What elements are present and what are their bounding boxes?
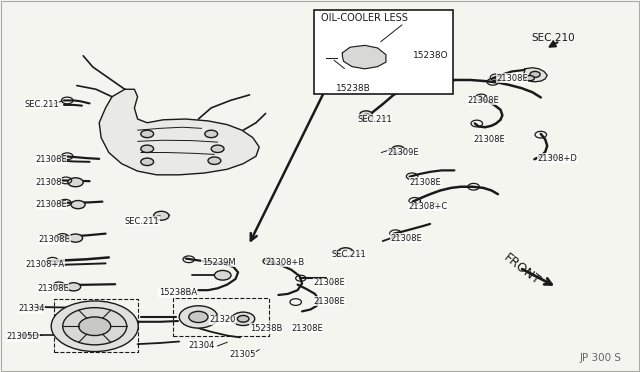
Polygon shape [524, 68, 547, 82]
Text: 21308E: 21308E [291, 324, 323, 333]
Circle shape [208, 157, 221, 164]
Text: 21308+D: 21308+D [538, 154, 577, 163]
Text: 15238O: 15238O [413, 51, 449, 60]
Circle shape [525, 76, 534, 81]
Circle shape [530, 71, 540, 77]
Text: SEC.211: SEC.211 [24, 100, 59, 109]
Text: 21308E: 21308E [35, 155, 67, 164]
Text: 21308E: 21308E [496, 74, 528, 83]
Circle shape [71, 201, 85, 209]
Text: 21308E: 21308E [314, 297, 346, 306]
Circle shape [63, 308, 127, 345]
Text: 21308E: 21308E [314, 278, 346, 287]
Text: JP 300 S: JP 300 S [579, 353, 621, 363]
Circle shape [141, 145, 154, 153]
Text: 21309E: 21309E [387, 148, 419, 157]
Circle shape [189, 311, 208, 323]
Text: 21308E: 21308E [38, 235, 70, 244]
Circle shape [392, 146, 404, 153]
Text: 21308+C: 21308+C [408, 202, 447, 211]
Circle shape [371, 53, 380, 58]
Text: 21308E: 21308E [35, 200, 67, 209]
Text: 21320: 21320 [209, 315, 236, 324]
Circle shape [68, 234, 83, 242]
Circle shape [232, 312, 255, 326]
Circle shape [68, 178, 83, 187]
Text: 21305: 21305 [229, 350, 255, 359]
Circle shape [141, 130, 154, 138]
Text: 15239M: 15239M [202, 258, 236, 267]
Circle shape [154, 211, 169, 220]
Circle shape [79, 317, 111, 336]
Text: SEC.211: SEC.211 [357, 115, 392, 124]
Text: OIL-COOLER LESS: OIL-COOLER LESS [321, 13, 408, 23]
Bar [314, 10, 453, 94]
Text: 15238B: 15238B [336, 84, 371, 93]
Text: SEC.210: SEC.210 [532, 33, 575, 43]
Circle shape [51, 301, 138, 352]
Text: 15238B: 15238B [250, 324, 282, 333]
Text: 21334: 21334 [18, 304, 44, 313]
Text: 21308E: 21308E [37, 284, 69, 293]
Text: FRONT: FRONT [500, 251, 543, 288]
Text: SEC.211: SEC.211 [332, 250, 366, 259]
Circle shape [360, 60, 369, 65]
Circle shape [360, 111, 372, 118]
Text: 21308E: 21308E [467, 96, 499, 105]
Text: 15238BA: 15238BA [159, 288, 197, 297]
Text: 21308E: 21308E [474, 135, 506, 144]
Circle shape [349, 51, 359, 57]
Circle shape [338, 248, 353, 257]
Text: 21308E: 21308E [410, 178, 442, 187]
Text: 21308: 21308 [35, 178, 61, 187]
Circle shape [67, 283, 81, 291]
Circle shape [141, 158, 154, 166]
Circle shape [205, 130, 218, 138]
Text: 21305D: 21305D [6, 332, 39, 341]
Circle shape [214, 270, 231, 280]
Circle shape [324, 55, 337, 62]
Circle shape [179, 306, 218, 328]
Text: SEC.211: SEC.211 [125, 217, 159, 226]
Polygon shape [342, 45, 386, 69]
Polygon shape [99, 89, 259, 175]
Text: 21304: 21304 [189, 341, 215, 350]
Text: 21308+B: 21308+B [266, 258, 305, 267]
Circle shape [211, 145, 224, 153]
Text: 21308+A: 21308+A [26, 260, 65, 269]
Circle shape [237, 315, 249, 322]
Text: 21308E: 21308E [390, 234, 422, 243]
